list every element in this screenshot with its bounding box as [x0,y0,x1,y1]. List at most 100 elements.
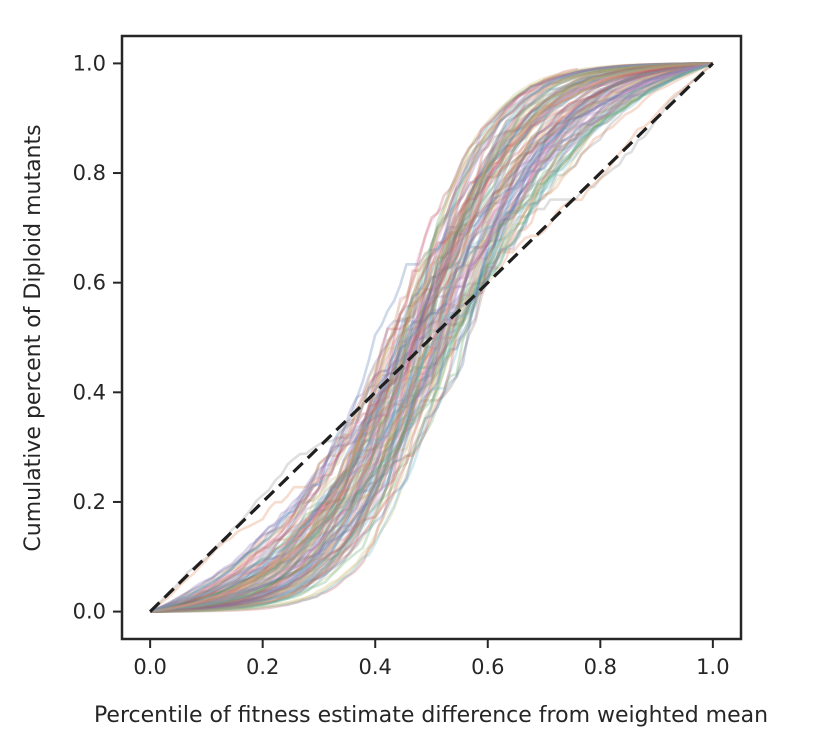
cdf-curve [150,62,713,613]
cdf-curve [149,62,714,613]
cdf-curve [149,62,714,613]
cdf-curve [150,62,713,613]
y-tick-label: 0.4 [73,380,106,404]
cdf-curve [150,62,713,613]
cdf-curve [149,62,714,613]
cdf-curve [150,67,579,613]
cdf-curve [149,62,713,613]
cdf-curve [150,62,713,613]
cdf-curve [150,62,714,613]
cdf-curve [149,62,714,613]
cdf-curve [149,62,714,613]
cdf-curve [150,62,713,613]
cdf-curve [149,62,714,613]
cdf-curve [150,62,713,613]
cdf-curve [150,62,713,613]
cdf-curve [149,62,714,613]
cdf-curve [149,62,714,613]
diagonal-line [149,62,714,613]
cdf-curve [150,62,713,613]
cdf-curve [149,62,714,613]
cdf-curve [149,62,714,613]
x-axis: 0.0 0.2 0.4 0.6 0.8 1.0 [133,639,730,679]
cdf-curve [149,62,714,613]
cdf-curve [150,62,713,613]
cdf-curve [150,62,713,613]
cdf-curve [149,62,713,613]
cdf-curve [149,62,714,613]
y-axis-label: Cumulative percent of Diploid mutants [21,124,46,551]
cdf-curve [150,62,714,613]
cdf-curve [149,62,714,613]
cdf-curve [149,62,713,613]
cdf-curve [149,62,714,613]
y-tick-label: 0.6 [73,271,106,295]
cdf-curve [150,62,714,613]
cdf-curve [150,62,713,613]
cdf-curve [149,62,714,613]
cdf-curve [150,62,714,613]
cdf-curve [149,62,714,613]
cdf-curve [149,62,713,613]
cdf-curve [149,62,713,613]
cdf-curve [149,62,713,613]
cdf-curve [149,62,714,613]
cdf-curve [149,62,714,613]
cdf-curve [150,62,713,613]
cdf-curve [150,62,713,613]
cdf-curve [150,62,713,613]
cdf-curve [149,62,714,613]
cdf-curve [149,62,714,613]
cdf-curve [149,62,714,613]
x-axis-label: Percentile of fitness estimate differenc… [94,703,768,728]
cdf-curve [149,62,713,613]
cdf-curve [149,62,713,613]
x-tick-label: 0.6 [471,655,504,679]
cdf-curve [149,62,714,613]
cdf-curve [149,62,714,613]
cdf-curve [150,62,713,613]
cdf-curve [150,62,713,613]
y-axis: 0.0 0.2 0.4 0.6 0.8 1.0 [73,51,122,624]
cdf-curve [149,62,714,613]
y-tick-label: 0.0 [73,600,106,624]
cdf-curve [149,62,713,613]
cdf-curve [149,62,713,613]
cdf-curve [149,62,714,613]
cdf-curve [149,62,714,613]
cdf-curve [149,62,714,613]
cdf-curve [150,62,714,613]
cdf-curve [149,62,714,613]
y-tick-label: 0.2 [73,490,106,514]
plot-frame [120,34,743,641]
x-tick-label: 0.2 [246,655,279,679]
cdf-curve [150,62,713,613]
cdf-curve [149,62,714,613]
cdf-curve [149,62,714,613]
cdf-curve [150,62,713,613]
reference-diagonal [149,62,714,613]
cdf-curve [150,62,713,613]
x-tick-label: 0.0 [133,655,166,679]
y-tick-label: 1.0 [73,51,106,75]
cdf-curve [150,62,713,613]
cdf-curve [149,62,714,613]
cdf-curve [149,62,714,613]
cdf-curve [149,62,714,613]
cdf-curve [149,62,713,613]
cdf-curve [149,62,714,613]
cdf-curve [150,62,713,613]
cdf-curve [150,62,713,613]
cdf-curve [149,62,713,613]
cdf-curve [150,62,713,613]
cdf-curve [150,62,714,613]
cdf-curve [149,62,714,613]
cdf-curve [149,62,714,613]
cdf-curve [150,62,713,613]
cdf-curve [149,62,714,613]
cdf-curve [150,62,713,613]
cdf-curve [149,62,714,613]
cdf-curve [149,62,714,613]
